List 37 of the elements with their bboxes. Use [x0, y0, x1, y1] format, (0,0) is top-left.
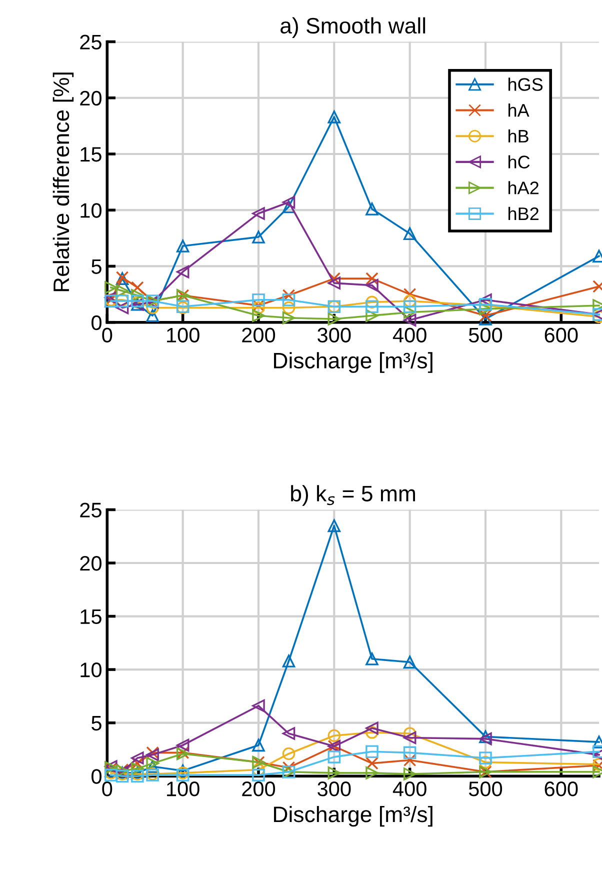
chart-title: a) Smooth wall	[280, 17, 426, 38]
x-tick-label: 100	[167, 782, 200, 796]
y-tick-label: 0	[92, 315, 102, 330]
y-tick-label: 0	[92, 769, 102, 784]
legend-label: hA2	[508, 181, 538, 194]
legend-label: hGS	[508, 78, 543, 91]
y-tick-label: 20	[80, 90, 102, 106]
x-tick-label: 200	[242, 328, 276, 343]
y-tick-label: 10	[80, 203, 102, 218]
y-tick-label: 10	[80, 662, 102, 678]
chart-title: b) k$_{s}$ = 5 mm	[291, 485, 416, 506]
y-tick-label: 25	[80, 34, 102, 50]
x-tick-label: 500	[468, 782, 502, 796]
x-axis-title: Discharge [m³/s]	[274, 806, 432, 827]
y-tick-label: 20	[80, 556, 102, 571]
x-tick-label: 500	[468, 328, 502, 343]
x-tick-label: 100	[167, 328, 200, 343]
legend-label: hA	[508, 103, 530, 117]
legend-label: hC	[508, 155, 530, 168]
legend-label: hB	[508, 129, 528, 142]
x-tick-label: 600	[544, 328, 578, 343]
y-tick-label: 5	[92, 716, 102, 731]
x-tick-label: 600	[544, 782, 578, 796]
x-axis-title: Discharge [m³/s]	[274, 352, 432, 373]
y-tick-label: 15	[80, 609, 102, 624]
y-axis-title: Relative difference [%]	[52, 72, 74, 292]
y-tick-label: 25	[80, 502, 102, 518]
legend-label: hB2	[508, 206, 538, 220]
x-tick-label: 0	[102, 328, 112, 343]
y-tick-label: 15	[80, 147, 102, 162]
x-tick-label: 0	[102, 782, 112, 796]
x-tick-label: 300	[318, 782, 351, 796]
x-tick-label: 300	[318, 328, 351, 343]
x-tick-label: 400	[392, 328, 426, 343]
y-tick-label: 5	[92, 259, 102, 274]
x-tick-label: 400	[392, 782, 426, 796]
x-tick-label: 200	[242, 782, 276, 796]
